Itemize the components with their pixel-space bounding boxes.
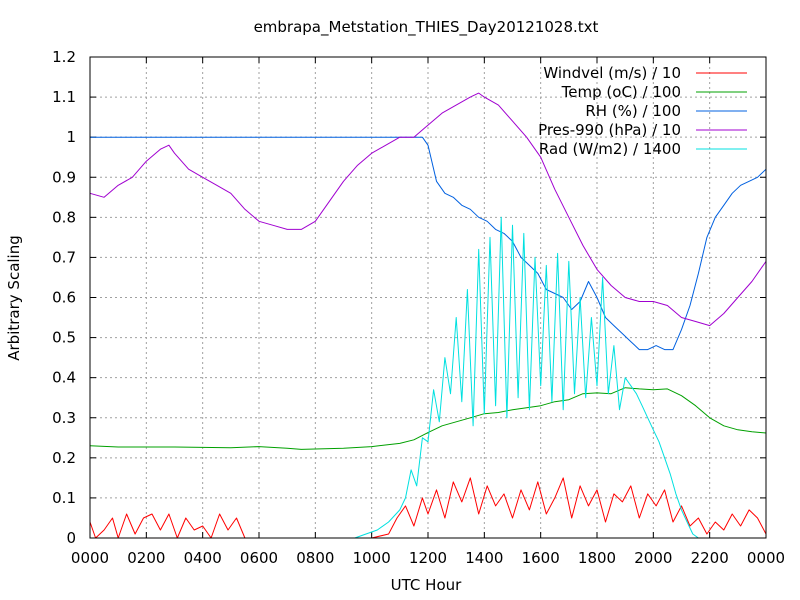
y-tick-label: 0.1 [52,489,76,507]
y-tick-label: 0 [66,529,76,547]
x-tick-label: 0400 [184,549,222,567]
x-tick-label: 0200 [127,549,165,567]
series-line-0 [89,477,767,539]
x-tick-label: 1800 [578,549,616,567]
chart-title: embrapa_Metstation_THIES_Day20121028.txt [254,18,599,37]
x-axis-label: UTC Hour [391,576,462,594]
legend-label: Pres-990 (hPa) / 10 [538,121,681,139]
y-tick-label: 0.6 [52,289,76,307]
y-tick-label: 1 [66,128,76,146]
x-axis-ticks: 0000 0200 0400 0600 0800 1000 1200 1400 1600 1800… [71,57,785,567]
plot-frame [89,56,767,539]
legend-label: Windvel (m/s) / 10 [543,64,681,82]
x-tick-label: 1400 [465,549,503,567]
y-axis-ticks: 0 0.1 0.2 0.3 0.4 0.5 0.6 0.7 0.8 0.9 1 1.1 1.2 [52,48,766,547]
series-lines [89,92,767,539]
x-tick-label: 0000 [747,549,785,567]
series-line-2 [90,136,767,351]
y-axis-label: Arbitrary Scaling [5,235,23,361]
x-tick-label: 0000 [71,549,109,567]
y-tick-label: 1.2 [52,48,76,66]
y-tick-label: 0.8 [52,208,76,226]
legend-label: Temp (oC) / 100 [561,83,681,101]
y-tick-label: 0.7 [52,248,76,266]
x-tick-label: 2000 [634,549,672,567]
x-tick-label: 0800 [296,549,334,567]
series-line-3 [89,92,767,327]
y-tick-label: 1.1 [52,88,76,106]
y-tick-label: 0.2 [52,449,76,467]
x-tick-label: 0600 [240,549,278,567]
y-tick-label: 0.9 [52,168,76,186]
x-tick-label: 1600 [522,549,560,567]
y-tick-label: 0.3 [52,409,76,427]
x-tick-label: 2200 [691,549,729,567]
x-tick-label: 1200 [409,549,447,567]
y-tick-label: 0.5 [52,329,76,347]
series-line-4 [90,216,766,539]
y-tick-label: 0.4 [52,369,76,387]
legend-label: Rad (W/m2) / 1400 [539,140,681,158]
legend-label: RH (%) / 100 [585,102,681,120]
x-tick-label: 1000 [353,549,391,567]
series-line-1 [89,387,767,450]
